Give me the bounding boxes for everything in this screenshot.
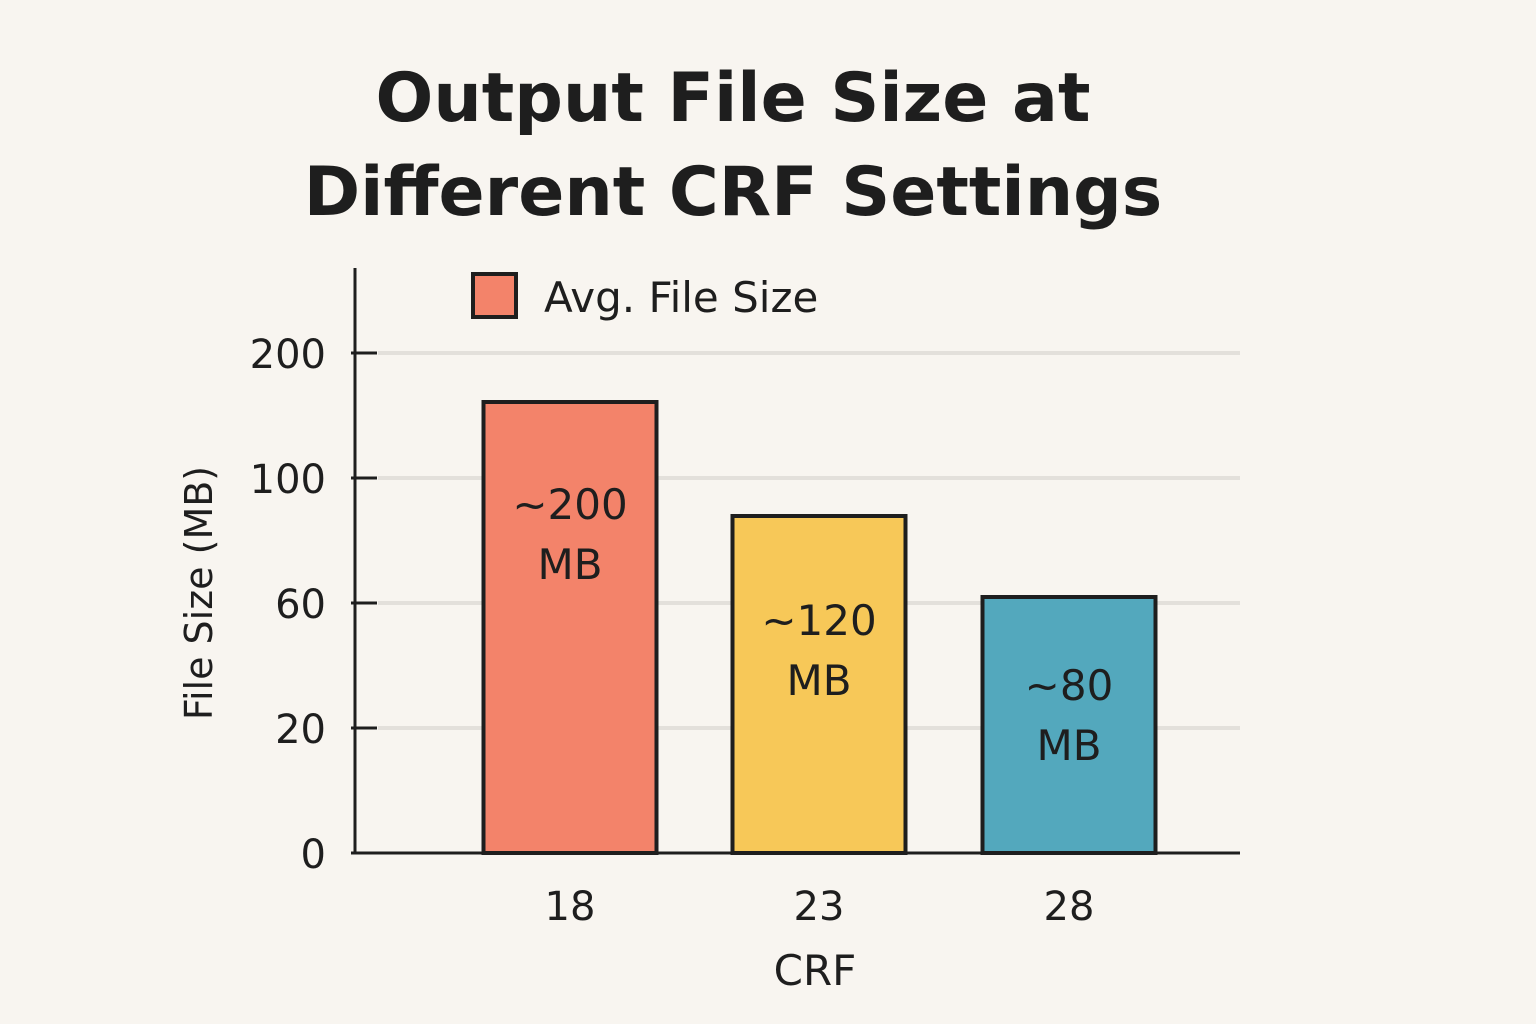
data-labels: ~200 MB ~120 MB ~80 MB <box>512 480 1113 770</box>
y-tick-label: 20 <box>275 707 326 753</box>
y-tick-label: 0 <box>301 832 326 878</box>
bar-value-label-line: ~120 <box>761 596 876 645</box>
bar-value-label-line: MB <box>1036 721 1101 770</box>
bar-crf-23 <box>730 514 908 855</box>
chart-title-line-2: Different CRF Settings <box>303 153 1163 232</box>
bar-value-label-line: MB <box>786 656 851 705</box>
chart-title-line-1: Output File Size at <box>375 59 1091 138</box>
x-tick-label: 18 <box>545 884 596 930</box>
x-axis-ticks: 18 23 28 <box>545 884 1095 930</box>
chart-title: Output File Size at Different CRF Settin… <box>0 52 1466 240</box>
legend-swatch <box>471 272 518 319</box>
bar-value-label-line: MB <box>537 540 602 589</box>
bar-value-label-line: ~200 <box>512 480 627 529</box>
axes <box>353 268 1240 855</box>
y-tick-label: 200 <box>250 332 326 378</box>
x-axis-title: CRF <box>774 946 857 995</box>
y-tick-label: 100 <box>250 457 326 503</box>
bar-value-label-line: ~80 <box>1025 661 1114 710</box>
legend-label: Avg. File Size <box>544 273 818 322</box>
bar-value-label: ~120 MB <box>761 596 876 705</box>
x-tick-label: 28 <box>1044 884 1095 930</box>
bar-value-label: ~200 MB <box>512 480 627 589</box>
bar-crf-18 <box>481 400 659 855</box>
y-tick-label: 60 <box>275 582 326 628</box>
x-tick-label: 23 <box>794 884 845 930</box>
legend: Avg. File Size <box>471 272 818 322</box>
bar-value-label: ~80 MB <box>1025 661 1114 770</box>
y-axis-title: File Size (MB) <box>177 466 221 720</box>
